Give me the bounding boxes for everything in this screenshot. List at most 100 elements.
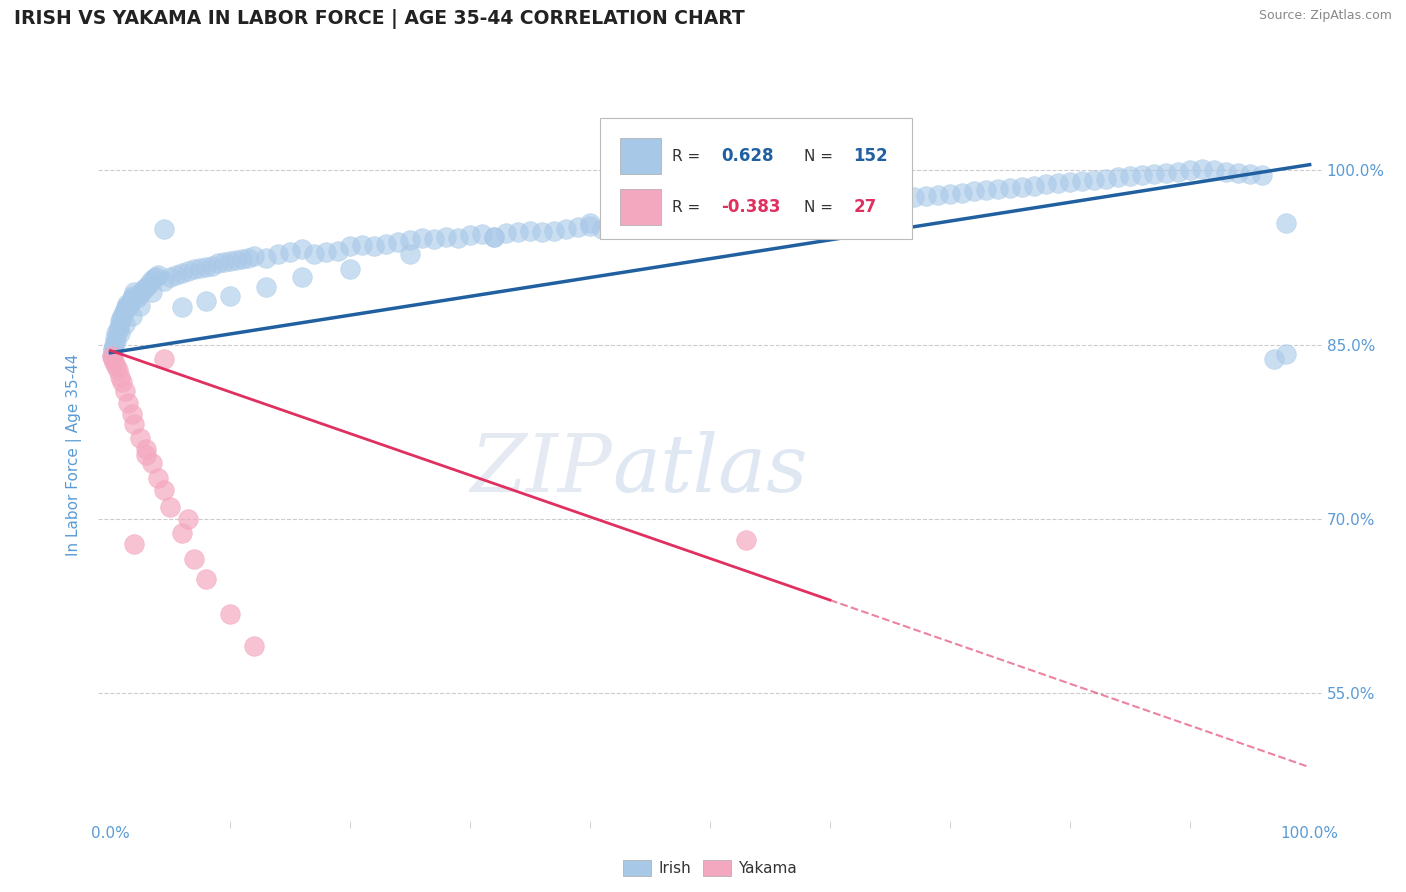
Point: [105, 334, 128, 348]
Point: [172, 266, 194, 280]
Point: [735, 533, 758, 547]
Point: [1094, 171, 1116, 186]
Point: [1011, 179, 1033, 194]
Point: [101, 343, 124, 357]
Point: [159, 270, 181, 285]
Point: [111, 375, 134, 389]
Point: [100, 349, 122, 363]
Point: [145, 270, 167, 285]
Point: [121, 407, 143, 421]
Point: [770, 202, 793, 217]
Point: [399, 247, 422, 261]
Point: [1046, 176, 1069, 190]
Point: [141, 274, 163, 288]
Point: [818, 198, 841, 212]
Point: [219, 289, 242, 303]
Point: [1226, 166, 1249, 180]
Point: [165, 268, 187, 282]
Point: [219, 254, 242, 268]
Point: [1154, 166, 1177, 180]
Text: atlas: atlas: [612, 431, 807, 508]
Point: [238, 251, 260, 265]
Point: [108, 326, 131, 340]
Point: [304, 247, 326, 261]
Point: [950, 186, 973, 200]
Point: [915, 189, 938, 203]
Point: [375, 236, 398, 251]
Y-axis label: In Labor Force | Age 35-44: In Labor Force | Age 35-44: [66, 354, 83, 556]
Point: [555, 221, 578, 235]
Point: [172, 525, 194, 540]
Point: [591, 221, 613, 235]
Point: [974, 183, 997, 197]
Point: [267, 247, 290, 261]
Point: [423, 232, 446, 246]
Point: [927, 187, 949, 202]
Point: [153, 483, 176, 497]
Point: [183, 262, 205, 277]
Point: [352, 237, 374, 252]
Point: [699, 210, 721, 224]
Point: [114, 384, 136, 398]
Point: [1274, 216, 1296, 230]
Point: [108, 314, 131, 328]
Point: [482, 229, 505, 244]
Point: [328, 244, 350, 258]
Point: [195, 260, 218, 274]
Point: [117, 395, 139, 409]
Point: [1022, 178, 1045, 193]
Point: [339, 239, 361, 253]
Point: [866, 194, 889, 208]
Point: [651, 214, 673, 228]
Point: [183, 552, 205, 566]
Text: R =: R =: [672, 200, 706, 215]
Point: [458, 228, 481, 243]
Point: [1083, 173, 1105, 187]
Point: [129, 430, 152, 444]
Point: [998, 181, 1021, 195]
Point: [614, 218, 637, 232]
Point: [1202, 163, 1225, 178]
Point: [108, 320, 131, 334]
Point: [508, 225, 530, 239]
Text: 27: 27: [853, 198, 876, 216]
FancyBboxPatch shape: [600, 119, 912, 239]
Point: [207, 256, 229, 270]
Point: [124, 417, 146, 431]
Point: [135, 279, 157, 293]
Point: [121, 309, 143, 323]
Point: [495, 226, 517, 240]
Point: [188, 260, 212, 275]
Point: [195, 572, 218, 586]
Point: [138, 277, 160, 292]
Point: [519, 224, 541, 238]
Point: [112, 305, 135, 319]
Point: [105, 326, 128, 340]
Point: [107, 324, 129, 338]
Point: [339, 262, 361, 277]
Point: [114, 317, 136, 331]
Point: [638, 216, 661, 230]
Point: [1263, 351, 1285, 366]
Point: [103, 337, 125, 351]
Point: [153, 274, 176, 288]
Text: 152: 152: [853, 147, 887, 165]
Text: N =: N =: [804, 200, 838, 215]
Point: [723, 208, 745, 222]
Point: [603, 219, 626, 234]
Text: N =: N =: [804, 149, 838, 163]
Point: [363, 239, 385, 253]
Point: [114, 302, 136, 317]
Point: [1070, 174, 1092, 188]
Point: [531, 225, 554, 239]
Point: [131, 284, 153, 298]
Point: [135, 448, 157, 462]
Point: [219, 607, 242, 621]
Point: [142, 271, 165, 285]
Point: [291, 270, 314, 285]
Point: [141, 285, 163, 300]
Point: [855, 194, 877, 209]
Text: ZIP: ZIP: [471, 431, 612, 508]
Point: [125, 291, 148, 305]
FancyBboxPatch shape: [620, 138, 661, 175]
